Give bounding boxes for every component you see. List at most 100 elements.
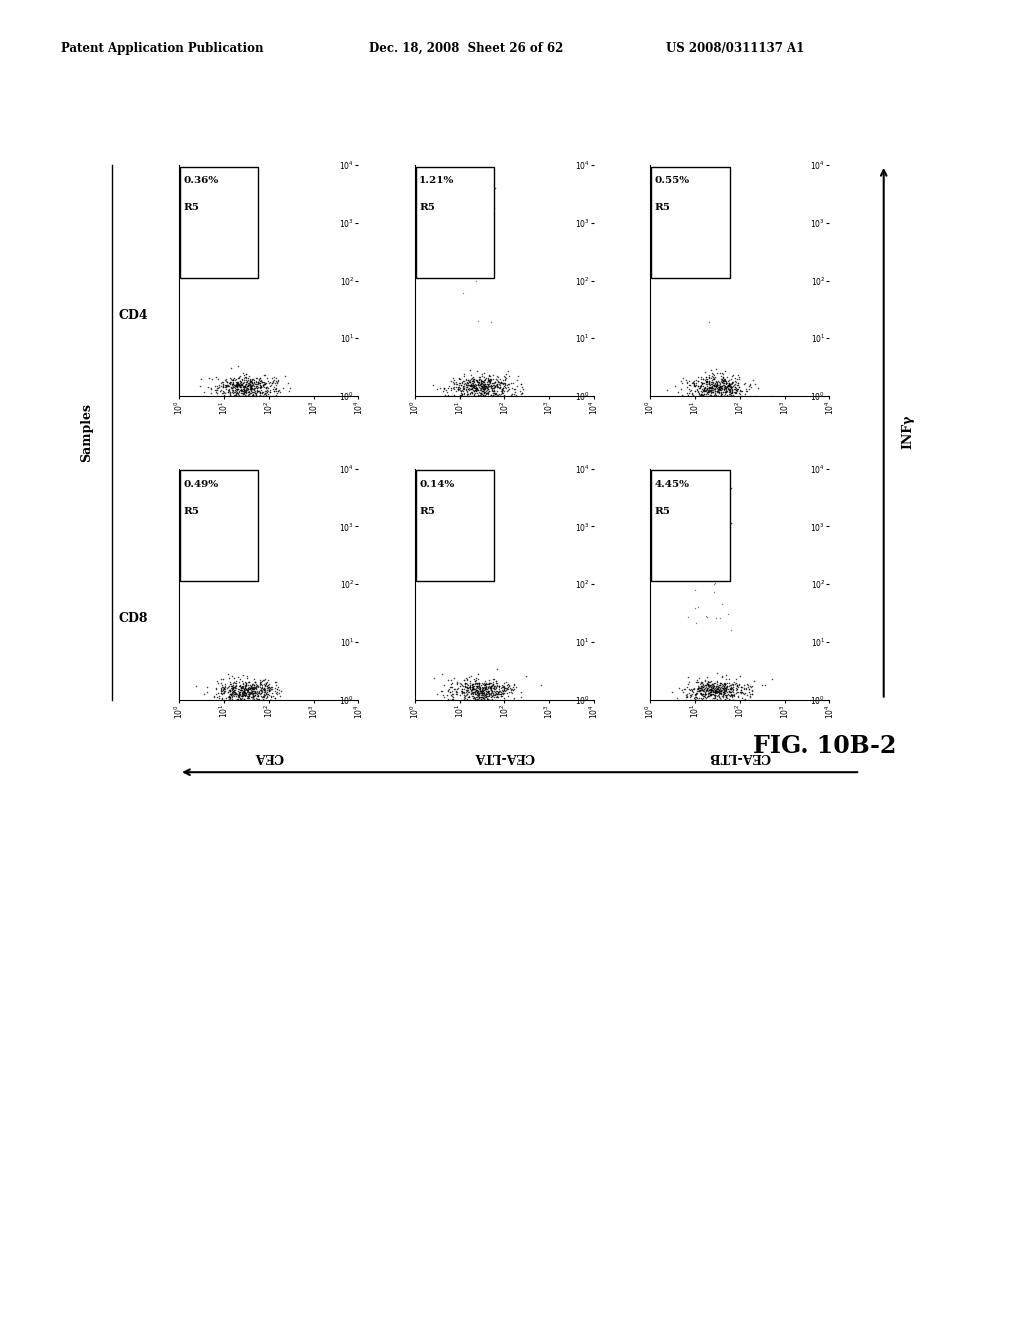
Point xyxy=(461,371,477,392)
Point xyxy=(475,383,492,404)
Point xyxy=(444,684,461,705)
Point xyxy=(476,375,493,396)
Point xyxy=(243,383,259,404)
Point xyxy=(687,598,703,619)
Point xyxy=(480,673,497,694)
Point xyxy=(687,376,703,397)
Point xyxy=(465,378,481,399)
Point xyxy=(707,374,723,395)
Point xyxy=(733,681,750,702)
Point xyxy=(473,383,489,404)
Point xyxy=(209,686,225,708)
Point xyxy=(480,374,497,395)
Point xyxy=(496,676,512,697)
Point xyxy=(248,374,264,395)
Point xyxy=(269,372,286,393)
Point xyxy=(245,381,261,403)
Point xyxy=(477,381,494,403)
Point xyxy=(474,376,490,397)
Point xyxy=(694,384,711,405)
Point xyxy=(474,676,490,697)
Point xyxy=(234,385,251,407)
Point xyxy=(238,381,254,403)
Point xyxy=(232,685,249,706)
Point xyxy=(488,680,505,701)
Point xyxy=(228,372,245,393)
Point xyxy=(480,677,497,698)
Point xyxy=(237,376,253,397)
Point xyxy=(227,375,244,396)
Point xyxy=(729,681,745,702)
Point xyxy=(689,385,706,407)
Point xyxy=(701,684,718,705)
Point xyxy=(723,368,739,389)
Point xyxy=(266,380,283,401)
Point xyxy=(258,673,274,694)
Point xyxy=(458,672,474,693)
Point xyxy=(220,664,237,685)
Point xyxy=(255,678,271,700)
Point xyxy=(483,689,500,710)
Point xyxy=(712,371,728,392)
Point xyxy=(687,689,703,710)
Point xyxy=(723,685,739,706)
Point xyxy=(718,378,734,399)
Point xyxy=(463,665,479,686)
Point xyxy=(492,385,508,407)
Point xyxy=(719,676,735,697)
Point xyxy=(239,665,255,686)
Point xyxy=(506,688,522,709)
Point xyxy=(718,374,734,395)
Point xyxy=(705,362,721,383)
Point xyxy=(456,383,472,404)
Point xyxy=(469,689,485,710)
Point xyxy=(457,676,473,697)
Point xyxy=(245,378,261,399)
Point xyxy=(750,378,766,399)
Point xyxy=(709,374,725,395)
Point xyxy=(243,371,259,392)
Point xyxy=(221,680,238,701)
Point xyxy=(257,384,273,405)
Point xyxy=(470,682,486,704)
Point xyxy=(479,383,496,404)
Point xyxy=(701,370,718,391)
Point xyxy=(493,684,509,705)
Point xyxy=(675,368,691,389)
Point xyxy=(478,678,495,700)
Point xyxy=(707,681,723,702)
Point xyxy=(473,383,489,404)
Point xyxy=(238,385,254,407)
Point xyxy=(479,255,496,276)
Point xyxy=(687,372,703,393)
Point xyxy=(455,682,471,704)
Point xyxy=(721,385,737,407)
Point xyxy=(470,310,486,331)
Point xyxy=(695,378,712,399)
Point xyxy=(267,681,284,702)
Point xyxy=(709,673,725,694)
Point xyxy=(714,675,730,696)
Point xyxy=(265,371,282,392)
Point xyxy=(694,678,711,700)
Point xyxy=(702,384,719,405)
Point xyxy=(233,685,250,706)
Point xyxy=(723,675,739,696)
Point xyxy=(723,372,739,393)
Point xyxy=(242,368,258,389)
Point xyxy=(718,381,734,403)
Point xyxy=(246,375,262,396)
Point xyxy=(465,374,481,395)
Point xyxy=(714,673,730,694)
Point xyxy=(680,384,696,405)
Point xyxy=(488,368,505,389)
Point xyxy=(224,676,241,697)
Point xyxy=(447,684,464,705)
Point xyxy=(462,372,478,393)
Point xyxy=(249,378,265,399)
Point xyxy=(473,686,489,708)
Point xyxy=(703,374,720,395)
Point xyxy=(231,676,248,697)
Point xyxy=(501,682,517,704)
Point xyxy=(261,680,278,701)
